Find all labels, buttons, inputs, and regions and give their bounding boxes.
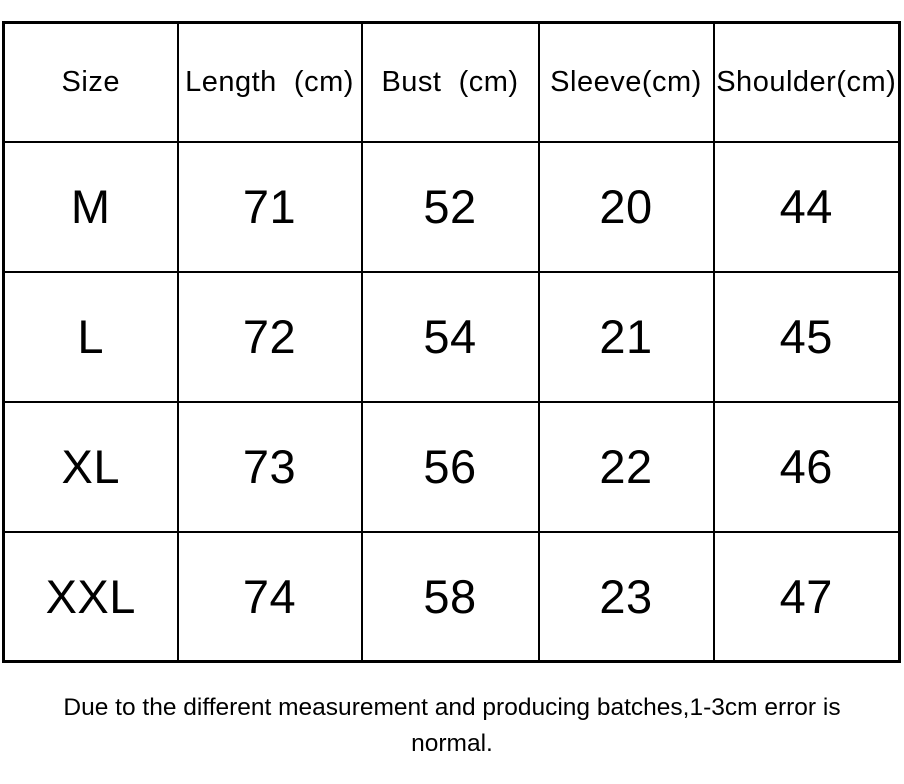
length-value: 74 — [176, 530, 363, 663]
table-row-l: L 72 54 21 45 — [2, 270, 901, 403]
shoulder-value: 47 — [712, 530, 901, 663]
sleeve-value: 21 — [537, 270, 715, 403]
column-header-length: Length (cm) — [176, 21, 363, 143]
size-label: XXL — [2, 530, 179, 663]
column-header-bust: Bust (cm) — [360, 21, 540, 143]
table-row-xxl: XXL 74 58 23 47 — [2, 530, 901, 663]
bust-value: 52 — [360, 140, 540, 273]
disclaimer-text: Due to the different measurement and pro… — [0, 690, 904, 762]
column-header-size: Size — [2, 21, 179, 143]
header-row: Size Length (cm) Bust (cm) Sleeve(cm) Sh… — [2, 21, 901, 143]
size-label: XL — [2, 400, 179, 533]
column-header-sleeve: Sleeve(cm) — [537, 21, 715, 143]
sleeve-value: 23 — [537, 530, 715, 663]
bust-value: 54 — [360, 270, 540, 403]
shoulder-value: 45 — [712, 270, 901, 403]
bust-value: 56 — [360, 400, 540, 533]
shoulder-value: 44 — [712, 140, 901, 273]
table-row-m: M 71 52 20 44 — [2, 140, 901, 273]
bust-value: 58 — [360, 530, 540, 663]
disclaimer-line-2: normal. — [411, 730, 493, 757]
shoulder-value: 46 — [712, 400, 901, 533]
length-value: 71 — [176, 140, 363, 273]
size-label: L — [2, 270, 179, 403]
sleeve-value: 20 — [537, 140, 715, 273]
size-label: M — [2, 140, 179, 273]
length-value: 72 — [176, 270, 363, 403]
sleeve-value: 22 — [537, 400, 715, 533]
column-header-shoulder: Shoulder(cm) — [712, 21, 901, 143]
disclaimer-line-1: Due to the different measurement and pro… — [63, 694, 841, 721]
table-row-xl: XL 73 56 22 46 — [2, 400, 901, 533]
length-value: 73 — [176, 400, 363, 533]
size-chart-table: Size Length (cm) Bust (cm) Sleeve(cm) Sh… — [2, 21, 901, 663]
